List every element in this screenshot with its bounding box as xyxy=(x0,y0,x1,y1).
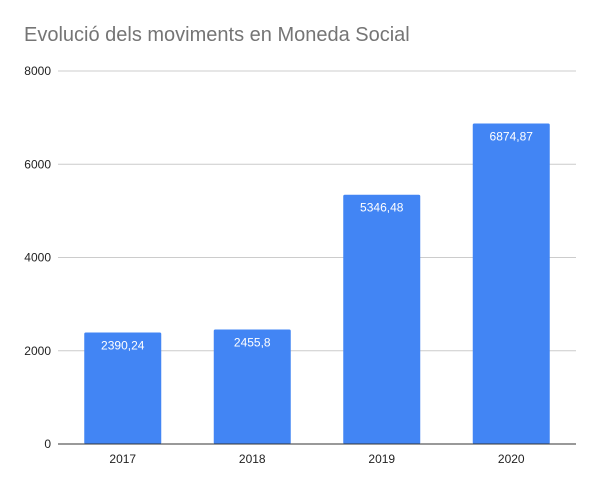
x-tick-label: 2018 xyxy=(239,452,266,466)
bar xyxy=(84,332,162,444)
y-tick-label: 2000 xyxy=(24,344,51,358)
bar xyxy=(213,329,291,444)
data-label: 2390,24 xyxy=(101,339,145,353)
y-tick-label: 6000 xyxy=(24,157,51,171)
y-tick-label: 8000 xyxy=(24,64,51,78)
y-tick-label: 0 xyxy=(44,437,51,451)
x-tick-label: 2020 xyxy=(498,452,525,466)
chart-title: Evolució dels moviments en Moneda Social xyxy=(24,24,410,46)
bar xyxy=(343,194,421,444)
y-tick-label: 4000 xyxy=(24,251,51,265)
x-tick-label: 2017 xyxy=(109,452,136,466)
bar xyxy=(472,123,550,445)
data-label: 2455,8 xyxy=(234,335,271,349)
data-label: 5346,48 xyxy=(360,201,404,215)
data-label: 6874,87 xyxy=(490,129,534,143)
x-tick-label: 2019 xyxy=(368,452,395,466)
